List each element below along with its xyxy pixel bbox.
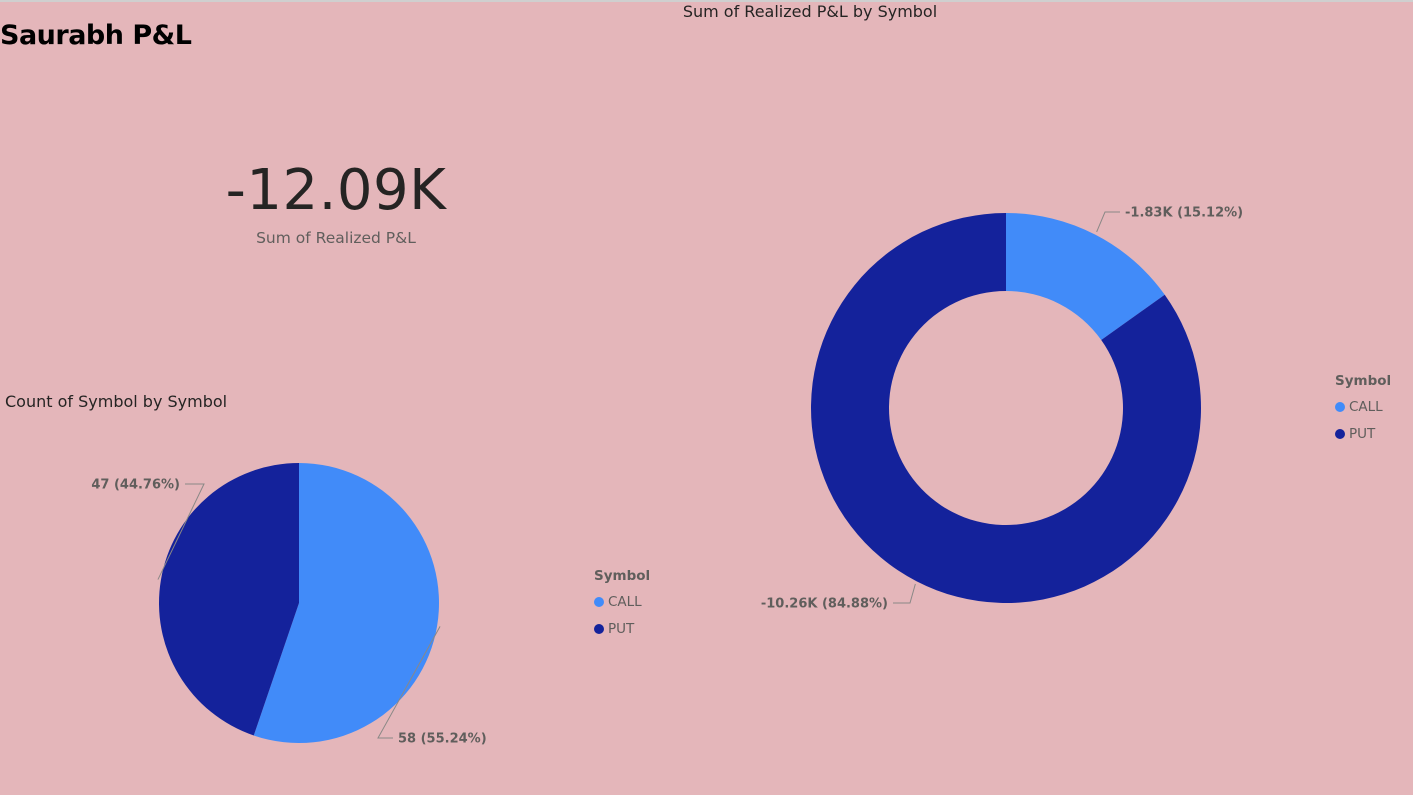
legend-item-call[interactable]: CALL [594,590,650,613]
legend-label-put: PUT [608,620,635,637]
legend-label-call: CALL [608,593,642,610]
legend-label-call: CALL [1349,398,1383,415]
legend-item-put[interactable]: PUT [594,617,650,640]
leader-line-put [893,583,916,604]
pie-chart-legend: Symbol CALL PUT [594,568,650,640]
legend-marker-call [594,596,604,607]
legend-item-call[interactable]: CALL [1335,395,1391,418]
legend-marker-put [594,623,604,634]
top-border [0,0,1413,2]
legend-marker-call [1335,401,1345,412]
slice-call[interactable] [1006,213,1165,341]
legend-title: Symbol [1335,373,1392,389]
legend-label-put: PUT [1349,425,1376,442]
donut-chart-title: Sum of Realized P&L by Symbol [682,2,938,21]
data-label-put: -10.26K (84.88%) [761,597,888,612]
kpi-card-label: Sum of Realized P&L [256,229,416,247]
legend-marker-put [1335,428,1345,439]
legend-title: Symbol [594,568,651,584]
report-title: Saurabh P&L [0,20,192,51]
legend-item-put[interactable]: PUT [1335,422,1391,445]
leader-line-call [1096,211,1120,233]
donut-chart-legend: Symbol CALL PUT [1335,373,1391,445]
data-label-call: -1.83K (15.12%) [1125,206,1243,221]
pie-chart-title: Count of Symbol by Symbol [5,392,228,411]
kpi-card-value[interactable]: -12.09K [225,158,447,223]
slice-put[interactable] [811,212,1201,603]
